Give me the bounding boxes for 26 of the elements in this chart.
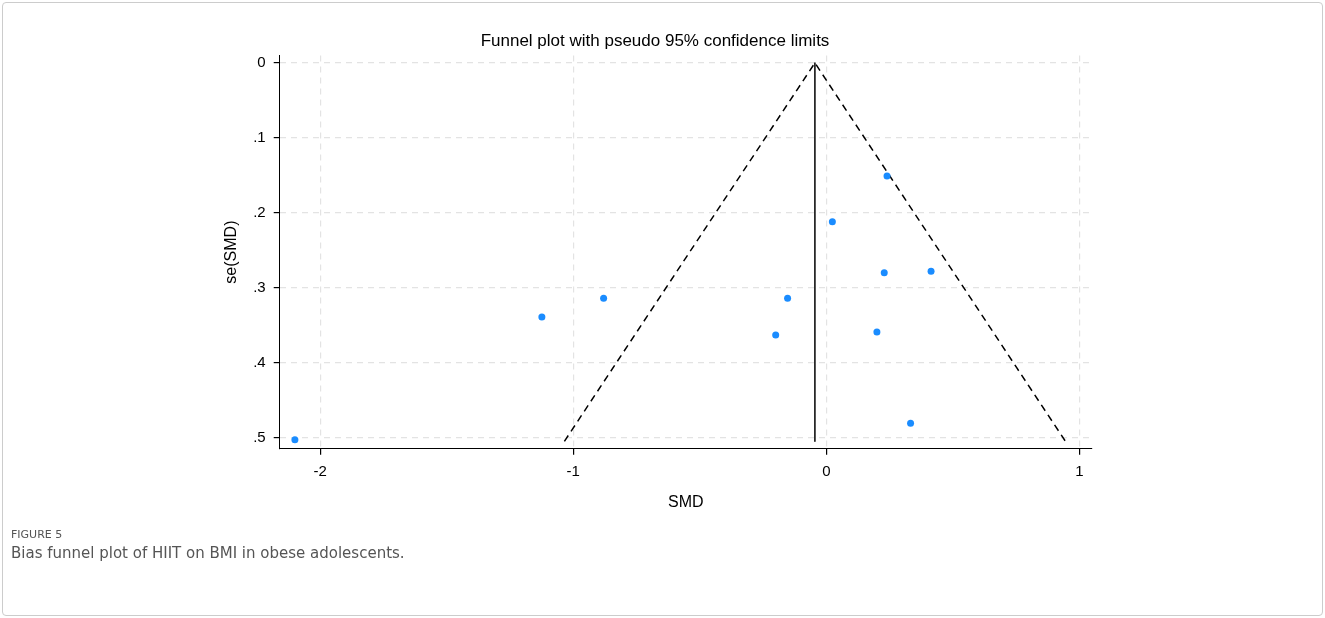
- point: [880, 269, 888, 277]
- point: [907, 419, 915, 427]
- caption: FIGURE 5: [11, 528, 64, 541]
- point: [828, 218, 836, 226]
- point: [883, 172, 891, 180]
- y-tick-label: .3: [253, 277, 266, 295]
- point: [772, 331, 780, 339]
- point: [873, 328, 881, 336]
- y-axis-title: se(SMD): [222, 220, 240, 284]
- x-tick-label: -1: [566, 461, 580, 479]
- point: [291, 436, 299, 444]
- point: [600, 294, 608, 302]
- point: [538, 313, 546, 321]
- x-tick-label: 1: [1075, 461, 1084, 479]
- chart-title: Funnel plot with pseudo 95% confidence limits: [480, 30, 830, 50]
- point: [927, 267, 935, 275]
- text: Bias funnel plot of HIIT on BMI in obese adolescents.: [11, 544, 405, 562]
- x-tick-label: 0: [822, 461, 831, 479]
- y-tick-label: .1: [253, 127, 266, 145]
- y-tick-label: .4: [253, 352, 266, 370]
- x-axis-title: SMD: [668, 492, 704, 510]
- y-tick-label: .5: [253, 427, 266, 445]
- x-tick-label: -2: [313, 461, 327, 479]
- y-tick-label: 0: [257, 53, 266, 71]
- y-tick-label: .2: [253, 202, 266, 220]
- point: [784, 294, 792, 302]
